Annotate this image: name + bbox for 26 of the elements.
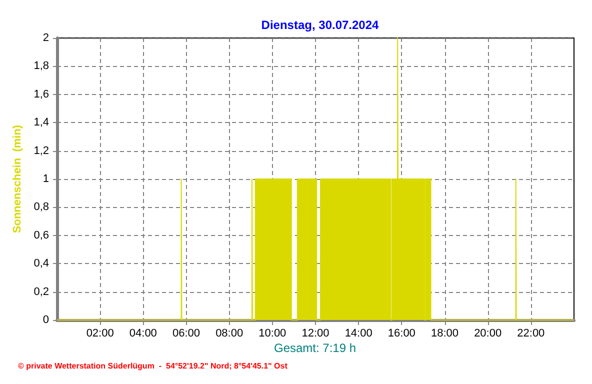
y-tick-label: 1,8: [34, 60, 49, 72]
x-tick-label: 04:00: [129, 328, 157, 340]
x-tick-label: 10:00: [258, 328, 286, 340]
y-tick-label: 0,4: [34, 258, 49, 270]
y-tick-label: 0,2: [34, 286, 49, 298]
x-tick-label: 16:00: [388, 328, 416, 340]
x-tick-label: 22:00: [517, 328, 545, 340]
y-tick-label: 2: [42, 32, 49, 44]
y-tick-label: 0,8: [34, 201, 49, 214]
x-tick-label: 02:00: [86, 328, 114, 340]
x-tick-label: 06:00: [172, 328, 200, 340]
x-tick-label: 12:00: [302, 328, 330, 340]
y-tick-label: 0,6: [34, 229, 49, 242]
x-tick-label: 08:00: [216, 328, 244, 340]
y-tick-label: 1: [42, 173, 49, 185]
x-tick-label: 14:00: [344, 328, 372, 340]
text: © private Wetterstation Süderlügum - 54°52'19.2" Nord; 8°54'45.1" Ost: [18, 362, 288, 370]
y-tick-label: 1,6: [34, 88, 49, 100]
x-tick-label: 18:00: [430, 328, 459, 340]
chart-title: Dienstag, 30.07.2024: [261, 18, 380, 32]
y-tick-label: 1,4: [34, 116, 49, 129]
y-axis-title: Sonnenschein (min): [11, 124, 24, 234]
x-tick-label: 20:00: [474, 328, 502, 340]
y-tick-label: 0: [42, 314, 49, 326]
y-tick-label: 1,2: [34, 144, 49, 157]
text: Gesamt: 7:19 h: [274, 341, 356, 355]
